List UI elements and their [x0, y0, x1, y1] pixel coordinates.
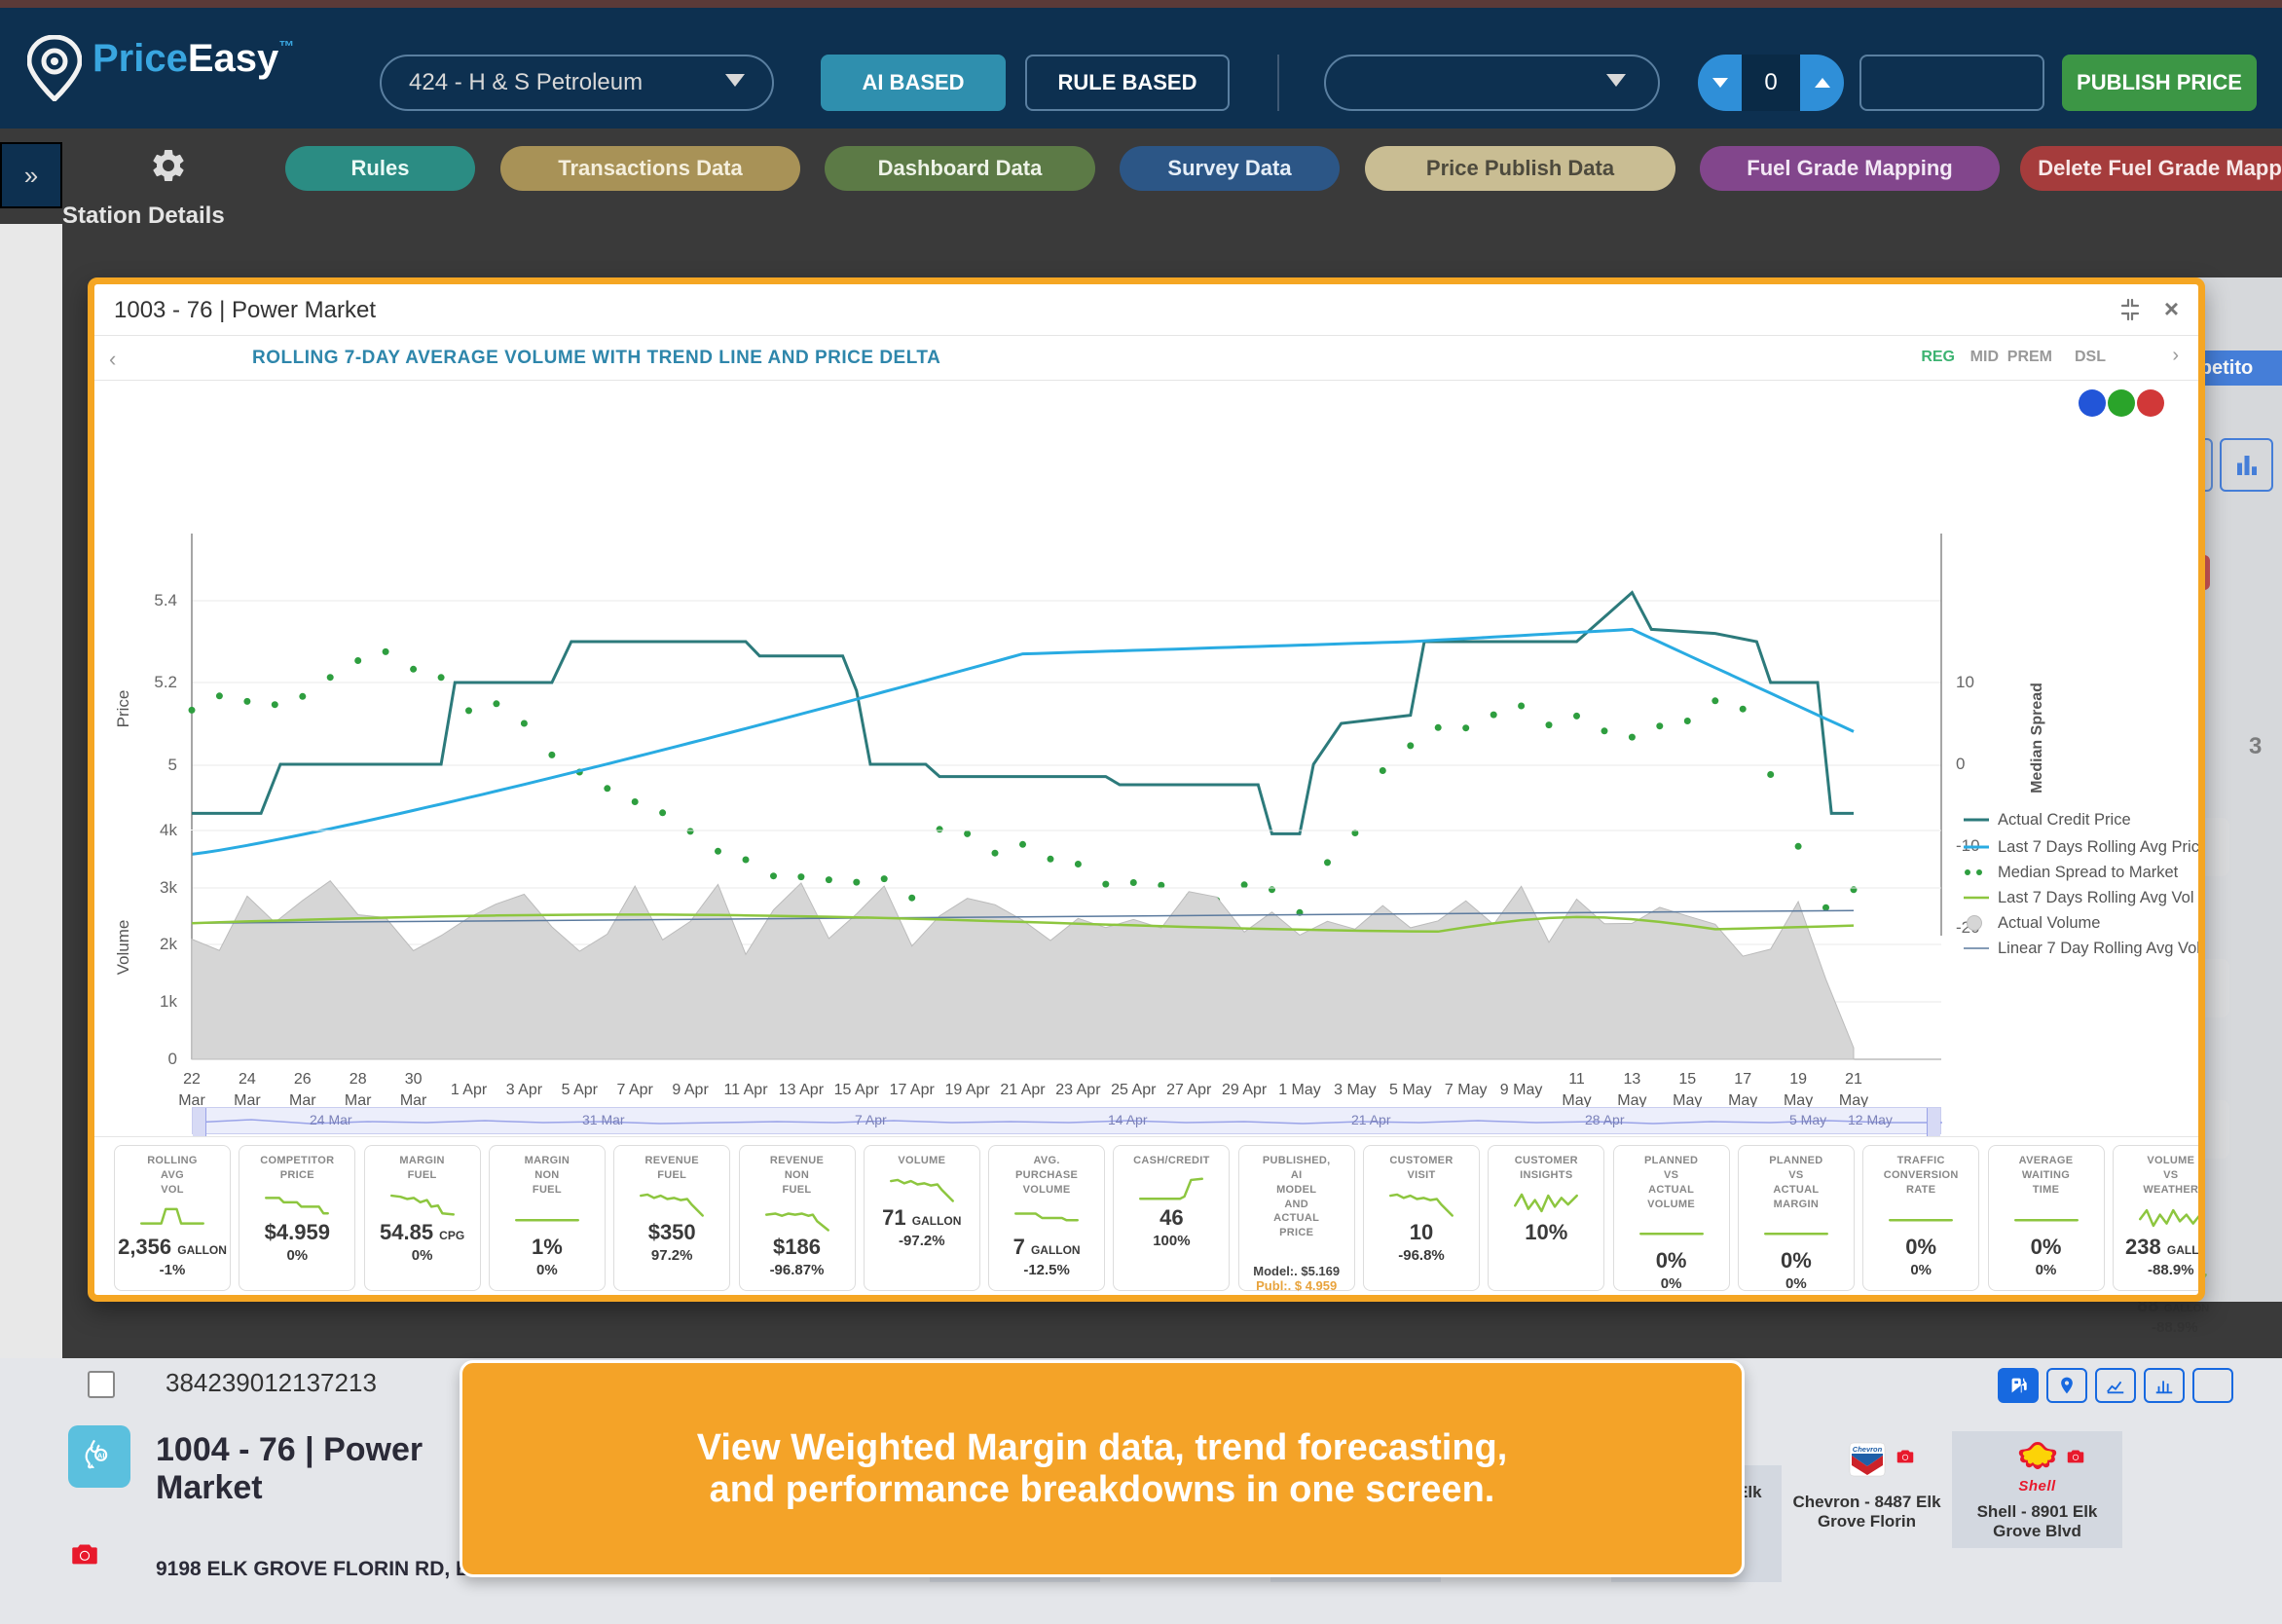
svg-text:21: 21: [1845, 1071, 1862, 1088]
svg-text:0: 0: [1956, 755, 1965, 773]
svg-text:13: 13: [1624, 1071, 1641, 1088]
svg-text:3k: 3k: [160, 878, 177, 897]
svg-text:15: 15: [1678, 1071, 1696, 1088]
svg-text:17: 17: [1734, 1071, 1751, 1088]
svg-text:9 May: 9 May: [1500, 1082, 1543, 1098]
svg-text:1 Apr: 1 Apr: [451, 1082, 488, 1098]
svg-text:5.4: 5.4: [154, 591, 177, 609]
svg-text:10: 10: [1956, 673, 1974, 691]
svg-text:9 Apr: 9 Apr: [672, 1082, 709, 1098]
svg-text:21 Apr: 21 Apr: [1000, 1082, 1046, 1098]
svg-text:Actual Credit Price: Actual Credit Price: [1998, 811, 2131, 829]
svg-text:4k: 4k: [160, 821, 177, 839]
svg-text:5: 5: [168, 756, 177, 774]
svg-text:30: 30: [405, 1071, 423, 1088]
svg-text:19: 19: [1789, 1071, 1807, 1088]
svg-text:7 Apr: 7 Apr: [617, 1082, 654, 1098]
svg-text:Linear 7 Day Rolling Avg Vol: Linear 7 Day Rolling Avg Vol: [1998, 940, 2200, 957]
svg-text:Median Spread: Median Spread: [2029, 683, 2045, 794]
svg-text:Actual Volume: Actual Volume: [1998, 914, 2100, 932]
svg-text:13 Apr: 13 Apr: [779, 1082, 825, 1098]
svg-text:7 May: 7 May: [1445, 1082, 1488, 1098]
svg-text:1k: 1k: [160, 992, 177, 1011]
svg-text:23 Apr: 23 Apr: [1055, 1082, 1101, 1098]
svg-text:22: 22: [183, 1071, 201, 1088]
svg-text:27 Apr: 27 Apr: [1166, 1082, 1212, 1098]
svg-text:Last 7 Days Rolling Avg Vol: Last 7 Days Rolling Avg Vol: [1998, 889, 2193, 906]
svg-text:28: 28: [350, 1071, 367, 1088]
svg-text:11: 11: [1568, 1071, 1585, 1088]
svg-text:5 Apr: 5 Apr: [562, 1082, 599, 1098]
svg-text:0: 0: [168, 1050, 177, 1068]
svg-text:1 May: 1 May: [1278, 1082, 1321, 1098]
svg-text:Chevron: Chevron: [1852, 1445, 1882, 1454]
svg-text:11 Apr: 11 Apr: [723, 1082, 768, 1098]
svg-text:5 May: 5 May: [1389, 1082, 1432, 1098]
svg-text:3 Apr: 3 Apr: [506, 1082, 543, 1098]
svg-text:26: 26: [294, 1071, 312, 1088]
svg-text:19 Apr: 19 Apr: [944, 1082, 990, 1098]
svg-text:AI: AI: [97, 1452, 105, 1460]
svg-text:17 Apr: 17 Apr: [890, 1082, 936, 1098]
svg-text:2k: 2k: [160, 935, 177, 953]
svg-text:24: 24: [239, 1071, 256, 1088]
svg-text:15 Apr: 15 Apr: [834, 1082, 880, 1098]
svg-text:Price: Price: [114, 690, 132, 728]
svg-text:25 Apr: 25 Apr: [1111, 1082, 1157, 1098]
svg-text:5.2: 5.2: [154, 673, 177, 691]
svg-text:Volume: Volume: [114, 920, 132, 976]
svg-text:29 Apr: 29 Apr: [1222, 1082, 1268, 1098]
svg-text:Median Spread to Market: Median Spread to Market: [1998, 864, 2179, 881]
svg-text:Last 7 Days Rolling Avg Price: Last 7 Days Rolling Avg Price: [1998, 838, 2205, 856]
svg-text:3 May: 3 May: [1334, 1082, 1377, 1098]
